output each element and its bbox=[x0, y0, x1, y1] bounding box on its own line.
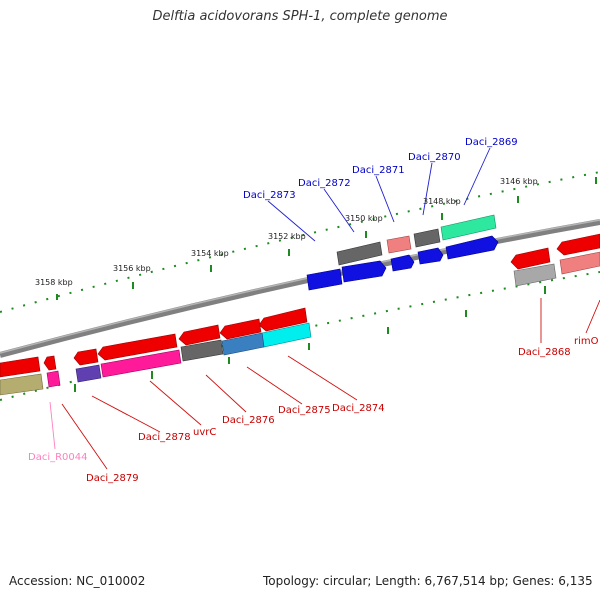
ruler-label-3148: 3148 kbp bbox=[423, 197, 461, 206]
gene-daci-2875[interactable] bbox=[219, 318, 262, 340]
map-title: Delftia acidovorans SPH-1, complete geno… bbox=[152, 9, 448, 24]
label-daci-2869: Daci_2869 bbox=[465, 137, 518, 148]
genome-summary-text: Topology: circular; Length: 6,767,514 bp… bbox=[263, 574, 593, 588]
ruler-label-3156: 3156 kbp bbox=[113, 264, 151, 273]
inner-ruler bbox=[0, 271, 600, 401]
inner-major-ticks bbox=[74, 286, 546, 392]
reverse-label-lines bbox=[61, 298, 600, 470]
label-daci-2873: Daci_2873 bbox=[243, 190, 296, 201]
gene-daci-2871-upper[interactable] bbox=[386, 235, 412, 254]
gene-uvrc[interactable] bbox=[97, 333, 178, 361]
gene-daci-2870[interactable] bbox=[417, 247, 444, 265]
gene-daci-2879-lower[interactable] bbox=[46, 370, 61, 388]
label-daci-2879: Daci_2879 bbox=[86, 473, 139, 484]
label-daci-2868: Daci_2868 bbox=[518, 347, 571, 358]
gene-rimo[interactable] bbox=[556, 233, 600, 256]
rna-label-line bbox=[49, 401, 56, 450]
accession-text: Accession: NC_010002 bbox=[9, 574, 146, 588]
label-daci-2870: Daci_2870 bbox=[408, 152, 461, 163]
gene-daci-2868-lower[interactable] bbox=[513, 263, 557, 287]
gene-daci-2871[interactable] bbox=[390, 254, 415, 272]
gene-daci-2878-lower[interactable] bbox=[75, 364, 102, 383]
gene-daci-2878[interactable] bbox=[73, 348, 99, 366]
ruler-label-3158: 3158 kbp bbox=[35, 278, 73, 287]
genome-backbone bbox=[0, 219, 600, 358]
label-uvrc: uvrC bbox=[193, 427, 216, 438]
gene-daci-2872-upper[interactable] bbox=[336, 241, 383, 266]
gene-rimo-lower[interactable] bbox=[559, 251, 600, 275]
forward-label-lines bbox=[267, 147, 491, 242]
reverse-strand-genes bbox=[0, 307, 312, 396]
outer-major-ticks bbox=[56, 177, 597, 300]
forward-strand-genes bbox=[306, 214, 600, 291]
gene-daci-2872[interactable] bbox=[341, 260, 387, 283]
label-daci-2876: Daci_2876 bbox=[222, 415, 275, 426]
gene-daci-2879[interactable] bbox=[43, 355, 57, 371]
ruler-label-3154: 3154 kbp bbox=[191, 249, 229, 258]
outer-ruler bbox=[0, 171, 600, 313]
ruler-label-3152: 3152 kbp bbox=[268, 232, 306, 241]
gene-daci-2868[interactable] bbox=[510, 247, 551, 270]
label-daci-2874: Daci_2874 bbox=[332, 403, 385, 414]
gene-uvrc-lower[interactable] bbox=[100, 349, 182, 378]
label-daci-r0044: Daci_R0044 bbox=[28, 452, 88, 463]
label-daci-2878: Daci_2878 bbox=[138, 432, 191, 443]
gene-daci-2875-lower[interactable] bbox=[221, 332, 265, 356]
ruler-label-3146: 3146 kbp bbox=[500, 177, 538, 186]
label-daci-2875: Daci_2875 bbox=[278, 405, 331, 416]
gene-daci-2870-upper[interactable] bbox=[413, 228, 441, 248]
label-rimo: rimO bbox=[574, 336, 599, 347]
gene-left-edge-lower[interactable] bbox=[0, 373, 44, 396]
label-daci-2872: Daci_2872 bbox=[298, 178, 351, 189]
gene-daci-2876-lower[interactable] bbox=[180, 339, 224, 362]
gene-daci-2873[interactable] bbox=[306, 268, 343, 291]
gene-left-edge[interactable] bbox=[0, 356, 41, 378]
gene-daci-2876[interactable] bbox=[178, 324, 221, 346]
label-daci-2871: Daci_2871 bbox=[352, 165, 405, 176]
gene-daci-2869[interactable] bbox=[445, 235, 499, 260]
gene-daci-2869-upper[interactable] bbox=[440, 214, 497, 241]
ruler-label-3150: 3150 kbp bbox=[345, 214, 383, 223]
